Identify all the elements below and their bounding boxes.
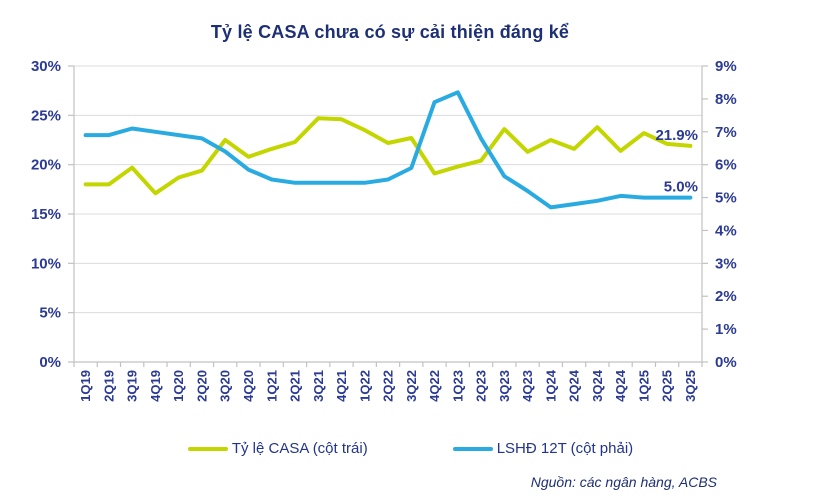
x-axis-label: 2Q19 [101, 370, 116, 402]
y-axis-label-right: 9% [715, 58, 737, 75]
y-axis-label-left: 5% [39, 305, 61, 322]
y-axis-label-right: 1% [715, 321, 737, 338]
legend-label-lshd: LSHĐ 12T (cột phải) [496, 440, 634, 457]
x-axis-label: 1Q25 [636, 370, 651, 402]
y-axis-label-right: 4% [715, 222, 737, 239]
y-axis-label-left: 30% [31, 58, 61, 75]
series-end-label-casa: 21.9% [655, 127, 698, 144]
y-axis-label-left: 15% [31, 206, 61, 223]
y-axis-label-right: 5% [715, 190, 737, 207]
x-axis-label: 2Q24 [567, 369, 582, 402]
y-axis-label-left: 25% [31, 107, 61, 124]
y-axis-label-left: 10% [31, 255, 61, 272]
legend-label-casa: Tỷ lệ CASA (cột trái) [231, 440, 368, 457]
x-axis-label: 3Q22 [404, 370, 419, 402]
series-line-casa [83, 116, 693, 196]
x-axis-label: 2Q23 [474, 370, 489, 402]
x-axis-label: 1Q21 [264, 370, 279, 402]
plot-area: 0% 5% 10% 15% 20% 25% 30% 0% 1% 2% 3% 4% 5% 6% 7% 8% 9% 1… [31, 58, 737, 402]
y-axis-label-right: 6% [715, 157, 737, 174]
chart-title: Tỷ lệ CASA chưa có sự cải thiện đáng kể [210, 22, 570, 42]
x-axis-label: 3Q20 [218, 370, 233, 402]
x-axis-label: 3Q25 [683, 370, 698, 402]
y-axis-label-right: 0% [715, 354, 737, 371]
casa-line-swatch [187, 446, 228, 451]
legend-item-casa: Tỷ lệ CASA (cột trái) [187, 440, 368, 457]
y-axis-label-right: 3% [715, 255, 737, 272]
x-axis-label: 4Q23 [520, 370, 535, 402]
y-axis-label-left: 0% [39, 354, 61, 371]
x-axis-label: 4Q19 [148, 370, 163, 402]
legend: Tỷ lệ CASA (cột trái) LSHĐ 12T (cột phải… [0, 440, 821, 457]
series-end-label-lshd: 5.0% [664, 179, 698, 196]
x-axis-label: 1Q19 [78, 370, 93, 402]
x-axis-label: 4Q20 [241, 370, 256, 402]
y-axis-label-right: 7% [715, 124, 737, 141]
x-axis-label: 1Q20 [171, 370, 186, 402]
x-axis-label: 3Q21 [311, 370, 326, 402]
series-line-lshd [83, 90, 693, 210]
y-axis-label-right: 2% [715, 288, 737, 305]
lshd-line-swatch [452, 446, 493, 451]
y-axis-label-right: 8% [715, 91, 737, 108]
legend-item-lshd: LSHĐ 12T (cột phải) [452, 440, 634, 457]
x-axis-label: 3Q19 [125, 370, 140, 402]
y-axis-label-left: 20% [31, 157, 61, 174]
x-axis-label: 1Q22 [357, 370, 372, 402]
x-axis-label: 1Q24 [543, 369, 558, 402]
x-axis-label: 2Q20 [194, 370, 209, 402]
x-axis-label: 4Q21 [334, 370, 349, 402]
x-axis-label: 2Q21 [288, 370, 303, 402]
x-axis-label: 3Q23 [497, 370, 512, 402]
x-axis-label: 2Q25 [660, 370, 675, 402]
x-axis-label: 3Q24 [590, 369, 605, 402]
source-note: Nguồn: các ngân hàng, ACBS [530, 474, 717, 490]
x-axis-label: 2Q22 [381, 370, 396, 402]
x-axis-label: 1Q23 [450, 370, 465, 402]
x-axis-label: 4Q24 [613, 369, 628, 402]
x-axis-label: 4Q22 [427, 370, 442, 402]
